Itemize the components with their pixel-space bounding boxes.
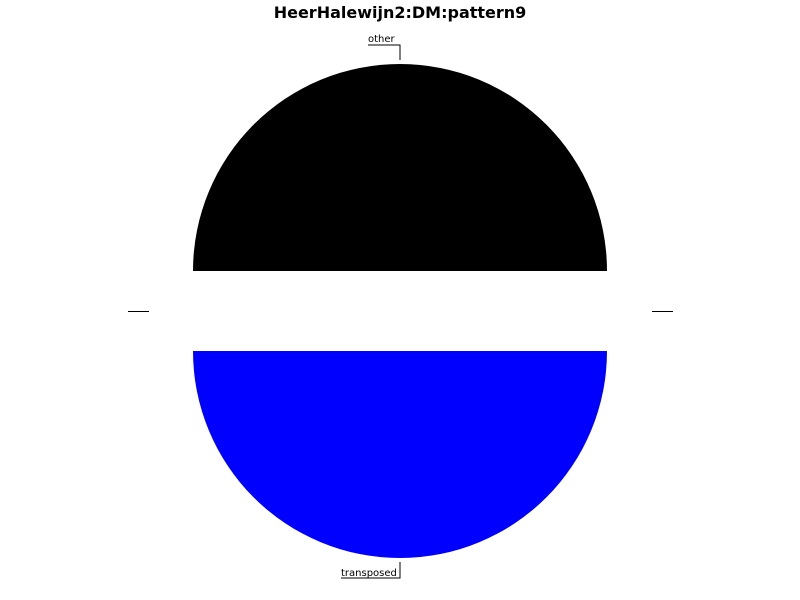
slice-label-transposed: transposed: [341, 568, 397, 579]
pie-slice-other: [193, 64, 607, 271]
pie-slices: [193, 64, 607, 558]
leader-line-other: [368, 45, 400, 60]
chart-title: HeerHalewijn2:DM:pattern9: [274, 3, 527, 22]
slice-label-other: other: [368, 34, 396, 45]
pie-slice-transposed: [193, 351, 607, 558]
